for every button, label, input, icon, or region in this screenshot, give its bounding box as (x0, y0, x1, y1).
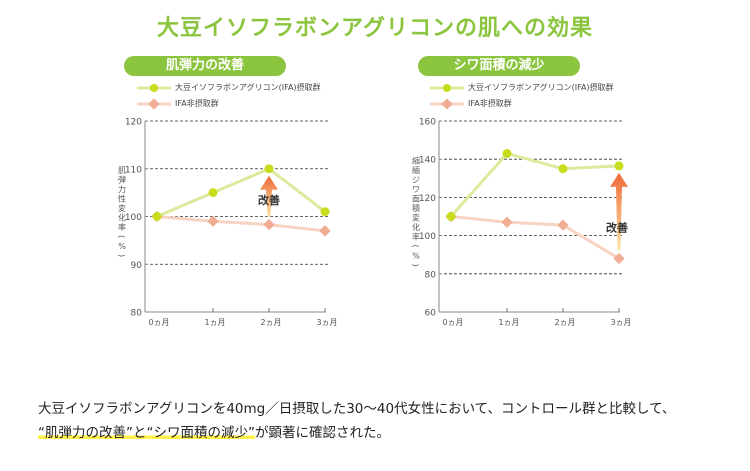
x-tick-label: 1ヵ月 (498, 318, 519, 327)
y-axis-label-char: 化 (412, 222, 420, 232)
y-axis-label-char: 変 (118, 203, 126, 213)
legend-right: 大豆イソフラボンアグリコン(IFA)摂取群 IFA非摂取群 (428, 80, 614, 112)
y-tick-label: 100 (125, 213, 142, 223)
legend-marker-diamond-icon (137, 98, 171, 110)
x-tick-label: 1ヵ月 (204, 318, 225, 327)
description-line-2: “肌弾力の改善”と“シワ面積の減少”が顕著に確認された。 (38, 421, 675, 445)
improvement-arrow-icon (610, 172, 628, 251)
series-line-control (156, 215, 326, 233)
x-tick-label: 0ヵ月 (148, 318, 169, 327)
page-title: 大豆イソフラボンアグリコンの肌への効果 (157, 16, 593, 41)
y-tick-label: 140 (419, 156, 436, 166)
y-axis-label-char: 縮 (412, 156, 420, 166)
y-axis-label-char: % (412, 252, 420, 261)
y-axis-label-char: ) (411, 263, 420, 266)
y-axis-label-char: 面 (412, 195, 420, 204)
series-line-ifa (156, 167, 326, 218)
legend-label: 大豆イソフラボンアグリコン(IFA)摂取群 (468, 83, 614, 92)
data-point-control (319, 225, 331, 237)
y-axis-label-char: ( (411, 244, 420, 247)
y-axis-label-char: 率 (412, 232, 420, 242)
legend-marker-diamond-icon (430, 98, 464, 110)
y-tick-label: 90 (131, 261, 143, 271)
data-point-ifa (446, 212, 456, 221)
y-axis-label-char: 弾 (118, 175, 126, 185)
x-tick-label: 0ヵ月 (442, 318, 463, 327)
data-point-ifa (152, 212, 162, 221)
y-axis-label-char: 変 (412, 213, 420, 223)
data-point-control (207, 215, 219, 227)
description: 大豆イソフラボンアグリコンを40mg／日摂取した30～40代女性において、コント… (38, 397, 675, 445)
y-axis-label-char: ) (117, 254, 126, 257)
y-axis-label-char: 力 (118, 184, 126, 194)
y-axis-label-char: 積 (412, 203, 420, 213)
data-point-ifa (558, 164, 568, 174)
y-axis-label-char: % (118, 242, 126, 251)
x-tick-label: 2ヵ月 (260, 318, 281, 327)
legend-left: 大豆イソフラボンアグリコン(IFA)摂取群 IFA非摂取群 (135, 80, 321, 112)
y-tick-label: 120 (125, 118, 142, 128)
annotation-label: 改善 (258, 193, 280, 207)
y-tick-label: 110 (125, 165, 142, 175)
series-line-ifa (449, 151, 620, 218)
data-point-control (263, 218, 275, 231)
legend-label: IFA非摂取群 (175, 99, 219, 108)
legend-marker-circle-icon (137, 84, 171, 92)
data-point-ifa (614, 161, 624, 171)
legend-item-ifa: 大豆イソフラボンアグリコン(IFA)摂取群 (135, 80, 321, 96)
y-axis-label-char: ワ (412, 185, 420, 194)
y-axis-label-char: 性 (118, 194, 126, 204)
x-tick-label: 2ヵ月 (554, 318, 575, 327)
chart-title-elasticity: 肌弾力の改善 (124, 56, 286, 76)
y-tick-label: 100 (419, 232, 436, 242)
y-tick-label: 80 (131, 309, 143, 319)
chart-title-wrinkle: シワ面積の減少 (418, 56, 580, 76)
description-line-1: 大豆イソフラボンアグリコンを40mg／日摂取した30～40代女性において、コント… (38, 401, 676, 417)
y-tick-label: 120 (419, 194, 436, 204)
y-tick-label: 160 (419, 118, 436, 128)
data-point-ifa (502, 148, 512, 158)
x-tick-label: 3ヵ月 (610, 318, 631, 327)
legend-label: IFA非摂取群 (468, 99, 512, 108)
x-tick-label: 3ヵ月 (316, 318, 337, 327)
y-axis-label-char: 率 (118, 222, 126, 232)
y-axis-label-char: ジ (412, 176, 420, 185)
data-point-control (501, 216, 513, 228)
legend-marker-circle-icon (430, 84, 464, 92)
legend-item-control: IFA非摂取群 (135, 96, 321, 112)
annotation-label: 改善 (606, 221, 628, 235)
y-axis-label-char: 緬 (412, 165, 420, 175)
series-line-control (450, 215, 620, 260)
legend-label: 大豆イソフラボンアグリコン(IFA)摂取群 (175, 83, 321, 92)
legend-item-ifa: 大豆イソフラボンアグリコン(IFA)摂取群 (428, 80, 614, 96)
improvement-arrow-icon (260, 175, 278, 217)
legend-item-control: IFA非摂取群 (428, 96, 614, 112)
y-axis-label-char: 化 (118, 213, 126, 223)
data-point-ifa (264, 164, 274, 174)
y-axis-label-char: ( (117, 235, 126, 238)
y-axis-label-char: 肌 (118, 166, 126, 175)
data-point-ifa (320, 207, 330, 217)
description-rest: が顕著に確認された。 (254, 425, 390, 441)
y-tick-label: 80 (425, 270, 437, 280)
data-point-control (557, 219, 569, 231)
description-highlight: “肌弾力の改善”と“シワ面積の減少” (38, 425, 255, 441)
data-point-ifa (208, 188, 218, 198)
y-tick-label: 60 (425, 309, 437, 319)
